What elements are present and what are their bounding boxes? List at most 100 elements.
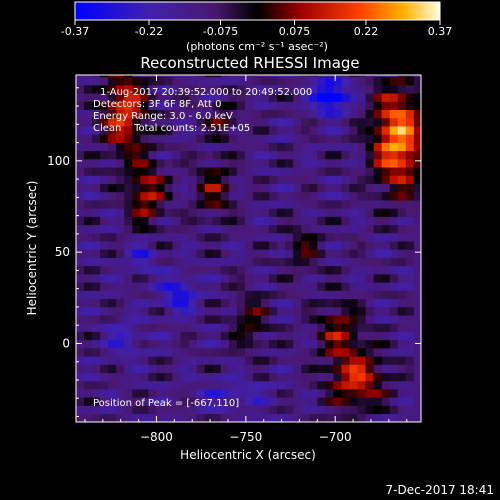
heatmap-cell (365, 208, 374, 217)
heatmap-cell (269, 413, 278, 422)
heatmap-cell (148, 290, 157, 300)
heatmap-cell (196, 75, 205, 78)
heatmap-cell (381, 380, 391, 390)
heatmap-cell (148, 224, 157, 234)
heatmap-cell (100, 339, 109, 349)
heatmap-cell (148, 150, 157, 160)
heatmap-cell (212, 109, 222, 119)
heatmap-cell (413, 109, 421, 119)
plot-frame (75, 74, 422, 423)
heatmap-cell (252, 389, 262, 398)
heatmap-cell (140, 224, 149, 234)
heatmap-cell (365, 298, 374, 308)
heatmap-cell (293, 348, 302, 357)
heatmap-cell (228, 249, 238, 258)
heatmap-cell (212, 257, 222, 267)
heatmap-cell (333, 331, 342, 341)
heatmap-cell (132, 380, 141, 390)
heatmap-cell (180, 282, 189, 291)
heatmap-cell (196, 191, 205, 201)
heatmap-cell (132, 348, 141, 357)
heatmap-cell (252, 93, 262, 102)
heatmap-cell (373, 232, 382, 242)
heatmap-cell (196, 85, 205, 94)
heatmap-cell (293, 183, 302, 193)
heatmap-cell (285, 85, 294, 94)
heatmap-cell (397, 323, 407, 332)
heatmap-cell (325, 191, 334, 201)
heatmap-cell (196, 298, 205, 308)
heatmap-cell (108, 75, 117, 78)
heatmap-cell (204, 315, 214, 324)
heatmap-cell (148, 339, 157, 349)
heatmap-cell (349, 364, 358, 373)
colorbar-tick-label: -0.22 (135, 25, 163, 38)
heatmap-cell (76, 290, 85, 300)
heatmap-cell (156, 364, 165, 373)
heatmap-cell (116, 75, 125, 78)
heatmap-cell (413, 208, 421, 217)
heatmap-cell (325, 183, 334, 193)
heatmap-cell (92, 306, 101, 316)
heatmap-cell (413, 364, 421, 373)
heatmap-cell (405, 142, 415, 152)
heatmap-cell (341, 109, 350, 119)
heatmap-cell (389, 75, 399, 78)
heatmap-cell (317, 134, 326, 143)
heatmap-cell (148, 134, 157, 143)
heatmap-cell (180, 348, 189, 357)
heatmap-cell (285, 339, 294, 349)
heatmap-cell (373, 257, 382, 267)
heatmap-cell (100, 348, 109, 357)
heatmap-cell (261, 274, 270, 283)
heatmap-cell (301, 167, 310, 176)
heatmap-cell (333, 126, 342, 135)
heatmap-cell (357, 339, 366, 349)
heatmap-cell (381, 142, 391, 152)
heatmap-cell (349, 413, 358, 422)
heatmap-cell (140, 134, 149, 143)
heatmap-cell (164, 134, 173, 143)
heatmap-cell (349, 298, 358, 308)
heatmap-cell (188, 364, 197, 373)
heatmap-cell (244, 306, 254, 316)
heatmap-cell (261, 191, 270, 201)
heatmap-cell (148, 265, 157, 275)
heatmap-cell (124, 257, 133, 267)
heatmap-cell (188, 339, 197, 349)
heatmap-cell (220, 298, 230, 308)
heatmap-cell (389, 331, 399, 341)
heatmap-cell (413, 397, 421, 406)
heatmap-cell (164, 200, 173, 209)
heatmap-cell (389, 117, 399, 127)
heatmap-cell (100, 290, 109, 300)
heatmap-cell (100, 76, 109, 86)
heatmap-cell (140, 200, 149, 209)
heatmap-cell (188, 372, 197, 382)
heatmap-cell (309, 348, 318, 357)
heatmap-cell (269, 117, 278, 127)
heatmap-cell (317, 224, 326, 234)
heatmap-cell (116, 224, 125, 234)
heatmap-cell (220, 265, 230, 275)
heatmap-cell (148, 331, 157, 341)
heatmap-cell (156, 298, 165, 308)
footer-date: 7-Dec-2017 18:41 (386, 483, 494, 497)
heatmap-cell (293, 306, 302, 316)
heatmap-cell (333, 397, 342, 406)
heatmap-cell (108, 290, 117, 300)
heatmap-cell (333, 356, 342, 365)
heatmap-cell (357, 208, 366, 217)
heatmap-cell (341, 167, 350, 176)
heatmap-cell (124, 282, 133, 291)
heatmap-cell (108, 126, 117, 135)
heatmap-cell (341, 372, 350, 382)
heatmap-cell (389, 323, 399, 332)
heatmap-cell (156, 380, 165, 390)
heatmap-cell (269, 364, 278, 373)
heatmap-cell (325, 282, 334, 291)
heatmap-cell (116, 331, 125, 341)
heatmap-cell (293, 257, 302, 267)
heatmap-cell (236, 175, 246, 184)
